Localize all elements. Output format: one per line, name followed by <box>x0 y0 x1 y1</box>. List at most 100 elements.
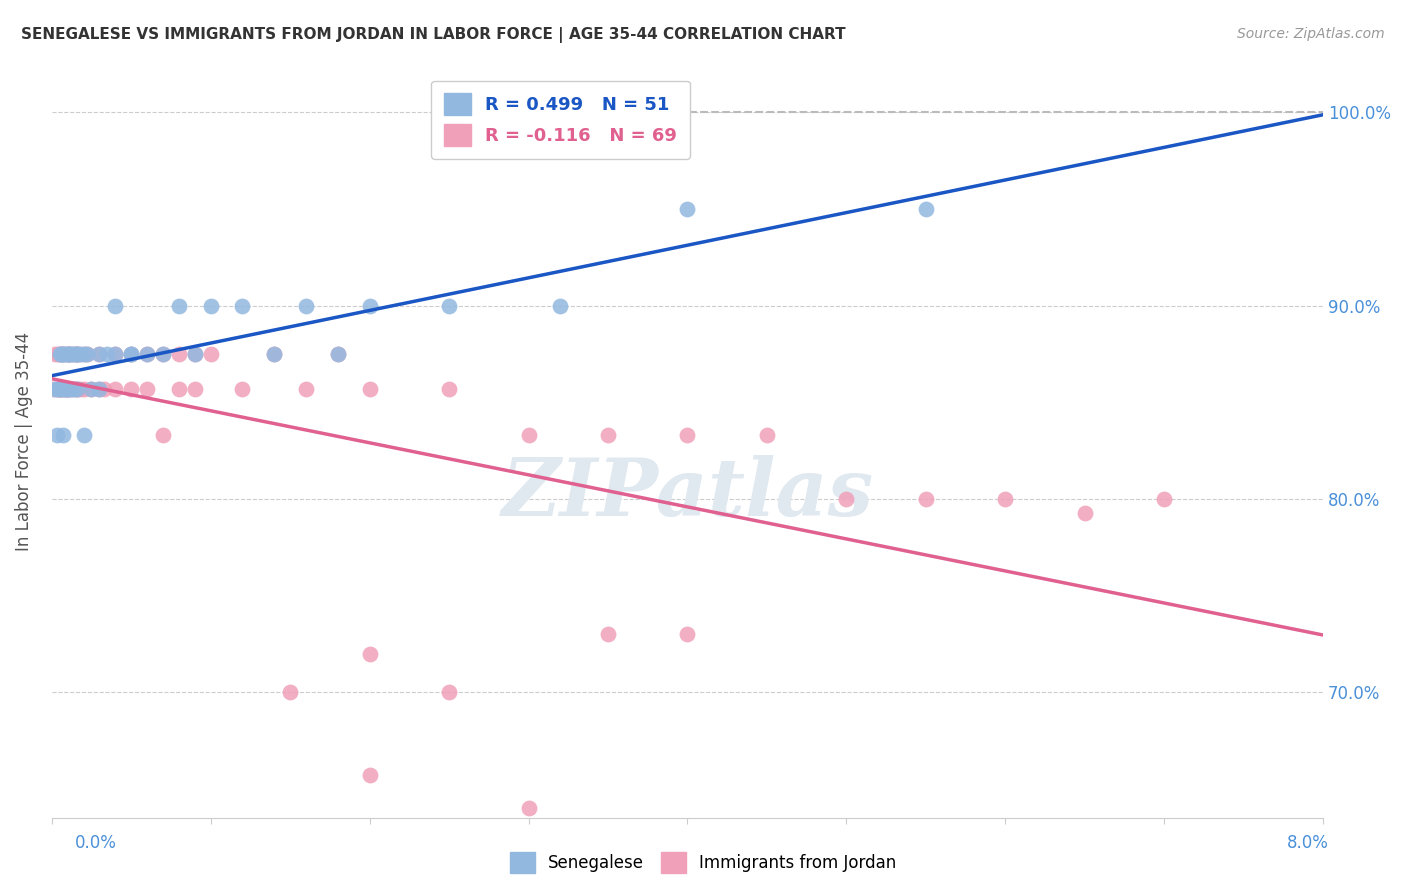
Point <box>52 347 75 361</box>
Point <box>517 428 540 442</box>
Point <box>136 382 159 396</box>
Point <box>65 347 87 361</box>
Point <box>835 491 858 506</box>
Point <box>56 382 79 396</box>
Point <box>676 428 699 442</box>
Point <box>359 647 381 661</box>
Point <box>69 347 91 361</box>
Point <box>53 382 76 396</box>
Text: 0.0%: 0.0% <box>75 834 117 852</box>
Point <box>51 347 73 361</box>
Point <box>437 685 460 699</box>
Point <box>48 347 70 361</box>
Point <box>120 347 142 361</box>
Point <box>42 382 65 396</box>
Point <box>96 347 118 361</box>
Point <box>1074 506 1097 520</box>
Point <box>914 491 936 506</box>
Point <box>89 382 111 396</box>
Point <box>53 382 76 396</box>
Point <box>53 347 76 361</box>
Point <box>437 382 460 396</box>
Point <box>65 382 87 396</box>
Point <box>46 382 69 396</box>
Point <box>63 347 86 361</box>
Point <box>56 382 79 396</box>
Point <box>200 347 222 361</box>
Point <box>56 347 79 361</box>
Text: SENEGALESE VS IMMIGRANTS FROM JORDAN IN LABOR FORCE | AGE 35-44 CORRELATION CHAR: SENEGALESE VS IMMIGRANTS FROM JORDAN IN … <box>21 27 846 43</box>
Point <box>104 347 127 361</box>
Point <box>755 428 778 442</box>
Point <box>437 299 460 313</box>
Point <box>51 347 73 361</box>
Point <box>76 347 98 361</box>
Point <box>53 347 76 361</box>
Point <box>295 299 318 313</box>
Point <box>167 299 190 313</box>
Point <box>93 382 115 396</box>
Point <box>66 347 89 361</box>
Point <box>52 428 75 442</box>
Point <box>46 347 69 361</box>
Point <box>120 347 142 361</box>
Point <box>52 382 75 396</box>
Point <box>51 382 73 396</box>
Point <box>517 801 540 815</box>
Point <box>994 491 1017 506</box>
Point <box>62 382 84 396</box>
Point <box>52 347 75 361</box>
Point <box>56 347 79 361</box>
Point <box>89 382 111 396</box>
Legend: R = 0.499   N = 51, R = -0.116   N = 69: R = 0.499 N = 51, R = -0.116 N = 69 <box>432 80 690 159</box>
Point <box>72 347 94 361</box>
Point <box>59 347 82 361</box>
Point <box>89 347 111 361</box>
Point <box>66 382 89 396</box>
Point <box>152 347 174 361</box>
Point <box>59 347 82 361</box>
Point <box>72 428 94 442</box>
Point <box>326 347 349 361</box>
Point <box>200 299 222 313</box>
Point <box>56 382 79 396</box>
Point <box>56 382 79 396</box>
Point <box>136 347 159 361</box>
Point <box>326 347 349 361</box>
Point <box>76 347 98 361</box>
Point <box>48 382 70 396</box>
Text: Source: ZipAtlas.com: Source: ZipAtlas.com <box>1237 27 1385 41</box>
Point <box>231 382 253 396</box>
Point <box>152 428 174 442</box>
Point <box>46 382 69 396</box>
Point <box>136 347 159 361</box>
Point <box>231 299 253 313</box>
Point <box>550 299 572 313</box>
Point <box>65 347 87 361</box>
Point <box>359 768 381 782</box>
Point <box>1153 491 1175 506</box>
Point <box>66 382 89 396</box>
Point <box>55 382 77 396</box>
Point <box>51 382 73 396</box>
Point <box>104 299 127 313</box>
Point <box>66 347 89 361</box>
Point <box>263 347 285 361</box>
Point <box>45 382 67 396</box>
Point <box>184 347 207 361</box>
Point <box>65 347 87 361</box>
Point <box>63 382 86 396</box>
Point <box>596 428 619 442</box>
Point <box>184 347 207 361</box>
Point <box>80 382 103 396</box>
Point <box>184 382 207 396</box>
Point <box>56 347 79 361</box>
Point <box>676 202 699 216</box>
Point <box>69 382 91 396</box>
Point <box>45 428 67 442</box>
Point <box>167 382 190 396</box>
Point <box>295 382 318 396</box>
Point <box>104 382 127 396</box>
Point <box>48 347 70 361</box>
Point <box>263 347 285 361</box>
